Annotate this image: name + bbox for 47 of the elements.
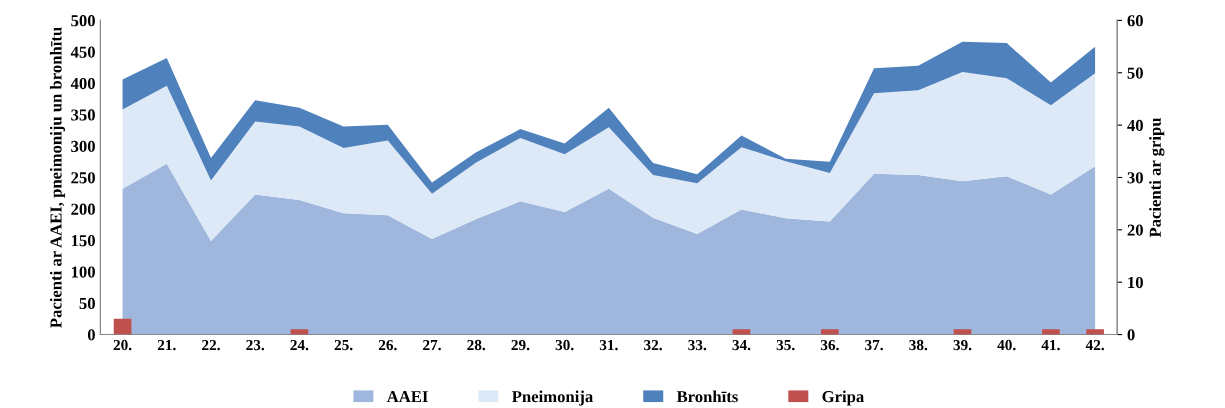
x-tick-label: 40.: [997, 339, 1016, 351]
x-tick-label: 38.: [909, 339, 928, 351]
y-tick-label: 50: [79, 297, 95, 310]
x-tick-label: 28.: [467, 339, 486, 351]
y-tick-label: 400: [70, 77, 95, 90]
x-tick-label: 20.: [113, 339, 132, 351]
x-tick-label: 26.: [378, 339, 397, 351]
y2-axis-title: Pacienti ar gripu: [1149, 117, 1165, 238]
x-tick-label: 37.: [865, 339, 883, 351]
x-tick-label: 35.: [776, 339, 795, 351]
x-tick-label: 33.: [688, 339, 707, 351]
x-tick-label: 22.: [202, 339, 220, 351]
y-tick-label: 450: [70, 46, 95, 58]
x-tick-label: 21.: [157, 339, 176, 351]
legend-label: AAEI: [386, 391, 428, 403]
y-tick-label: 350: [71, 109, 95, 121]
x-tick-label: 29.: [511, 339, 530, 351]
x-tick-label: 24.: [290, 339, 309, 351]
x-tick-label: 39.: [953, 339, 972, 351]
y2-tick-label: 0: [1127, 329, 1135, 341]
legend-label: Gripa: [822, 390, 864, 406]
x-tick-label: 32.: [644, 339, 662, 351]
y-tick-label: 250: [71, 172, 95, 184]
x-tick-label: 23.: [246, 339, 265, 351]
y-tick-label: 500: [71, 15, 95, 27]
y-tick-label: 300: [71, 140, 95, 153]
x-tick-label: 34.: [732, 339, 751, 351]
x-tick-label: 27.: [423, 339, 441, 351]
y-tick-label: 200: [71, 203, 95, 215]
x-tick-label: 41.: [1041, 339, 1060, 351]
y-tick-label: 150: [71, 235, 95, 247]
x-tick-label: 30.: [555, 339, 574, 351]
y-tick-label: 0: [87, 329, 95, 341]
y2-tick-label: 20: [1127, 224, 1143, 236]
x-tick-label: 36.: [820, 339, 839, 351]
x-tick-label: 42.: [1085, 339, 1104, 351]
y-axis-title: Pacienti ar AAEI, pneimoniju un bronhītu: [49, 27, 66, 328]
x-tick-label: 25.: [334, 339, 353, 351]
y2-tick-label: 40: [1127, 119, 1143, 132]
y2-tick-label: 10: [1128, 276, 1143, 289]
legend-label: Pneimonija: [512, 390, 593, 406]
x-tick-label: 31.: [599, 339, 618, 351]
y2-tick-label: 60: [1127, 15, 1143, 27]
y-tick-label: 100: [71, 266, 95, 278]
legend-label: Bronhīts: [676, 390, 738, 403]
y2-tick-label: 50: [1127, 67, 1143, 79]
y2-tick-label: 30: [1127, 172, 1143, 184]
